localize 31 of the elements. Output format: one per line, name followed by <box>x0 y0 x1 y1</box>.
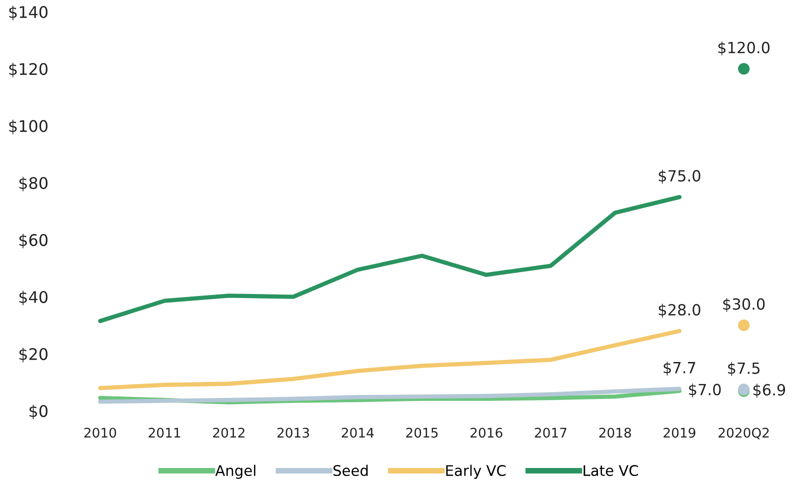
data-label: $6.9 <box>753 384 786 398</box>
x-tick-label: 2018 <box>599 428 631 438</box>
data-label: $120.0 <box>718 42 770 56</box>
legend-label: Angel <box>215 464 256 479</box>
data-label: $7.7 <box>664 362 696 376</box>
legend-label: Late VC <box>584 465 638 476</box>
y-tick-label: $120 <box>9 62 48 78</box>
y-tick-label: $40 <box>19 290 48 306</box>
legend-label: Early VC <box>446 464 506 479</box>
x-tick-label: 2015 <box>406 428 438 438</box>
x-tick-label: 2014 <box>342 428 374 438</box>
y-tick-label: $20 <box>19 348 48 362</box>
y-tick-label: $80 <box>19 176 48 192</box>
y-tick-label: $0 <box>30 404 48 420</box>
data-label: $28.0 <box>658 304 700 318</box>
x-tick-label: 2011 <box>148 428 180 438</box>
x-tick-label: 2016 <box>470 428 502 438</box>
y-tick-label: $60 <box>19 234 48 248</box>
data-label: $30.0 <box>723 298 765 312</box>
data-label: $7.0 <box>689 383 721 398</box>
data-label: $7.5 <box>728 362 760 376</box>
x-tick-label: 2019 <box>664 428 696 438</box>
x-tick-label: 2017 <box>534 428 566 438</box>
y-tick-label: $100 <box>9 120 48 134</box>
x-tick-label: 2010 <box>84 428 116 438</box>
x-tick-label: 2020Q2 <box>718 428 769 440</box>
data-label: $75.0 <box>658 170 700 184</box>
x-tick-label: 2012 <box>213 428 244 438</box>
legend-label: Seed <box>333 464 368 476</box>
y-tick-label: $140 <box>9 6 48 20</box>
x-tick-label: 2013 <box>277 428 310 438</box>
